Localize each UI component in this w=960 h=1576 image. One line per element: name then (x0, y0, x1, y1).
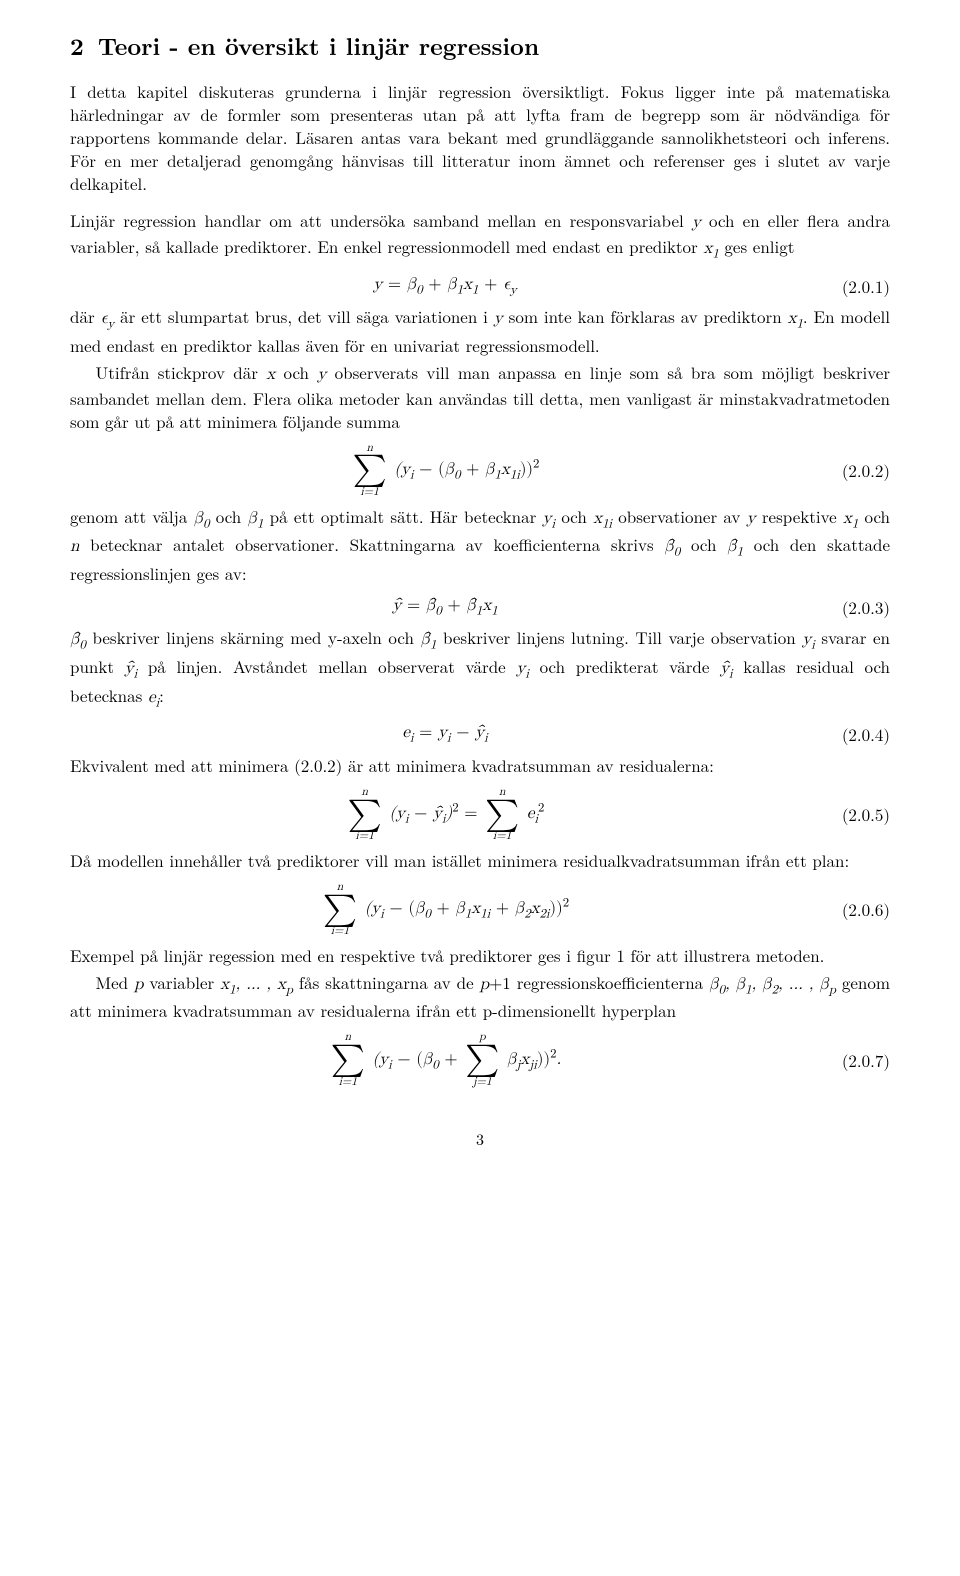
equation-2-0-6: n∑i=1 (yi − (β0 + β1x1i + β2x2i))2 (2.0.… (70, 882, 890, 938)
paragraph-model: Linjär regression handlar om att undersö… (70, 209, 890, 264)
equation-body: n∑i=1 (yi − (β0 + p∑j=1 βjxji))2. (70, 1032, 820, 1088)
paragraph-example: Exempel på linjär regession med en respe… (70, 944, 890, 967)
equation-number: (2.0.3) (820, 596, 890, 619)
equation-2-0-1: y = β0 + β1x1 + ϵy (2.0.1) (70, 274, 890, 300)
equation-number: (2.0.4) (820, 723, 890, 746)
section-heading: 2 Teori - en översikt i linjär regression (70, 30, 890, 62)
paragraph-noise: där ϵy är ett slumpartat brus, det vill … (70, 305, 890, 357)
equation-number: (2.0.5) (820, 803, 890, 826)
section-title-text: Teori - en översikt i linjär regression (98, 29, 539, 63)
paragraph-residual: β̂0 beskriver linjens skärning med y-axe… (70, 626, 890, 712)
paragraph-leastsq: Utifrån stickprov där x och y observerat… (70, 361, 890, 433)
equation-2-0-3: ŷ = β̂0 + β̂1x1 (2.0.3) (70, 595, 890, 621)
equation-body: n∑i=1 (yi − ŷi)2 = n∑i=1 ei2 (70, 787, 820, 843)
equation-number: (2.0.2) (820, 459, 890, 482)
var-eps-y: ϵy (101, 310, 115, 327)
paragraph-p-vars: Med p variabler x1, … , xp fås skattning… (70, 971, 890, 1023)
page-number: 3 (70, 1128, 890, 1150)
paragraph-intro: I detta kapitel diskuteras grunderna i l… (70, 80, 890, 195)
section-number: 2 (70, 29, 84, 63)
var-x1: x1 (703, 240, 718, 257)
var-beta0-hat: β̂0 (664, 538, 680, 555)
equation-body: ŷ = β̂0 + β̂1x1 (70, 595, 820, 621)
equation-body: n∑i=1 (yi − (β0 + β1x1i))2 (70, 443, 820, 499)
var-beta1-hat: β̂1 (727, 538, 743, 555)
equation-2-0-5: n∑i=1 (yi − ŷi)2 = n∑i=1 ei2 (2.0.5) (70, 787, 890, 843)
equation-body: n∑i=1 (yi − (β0 + β1x1i + β2x2i))2 (70, 882, 820, 938)
equation-2-0-2: n∑i=1 (yi − (β0 + β1x1i))2 (2.0.2) (70, 443, 890, 499)
paragraph-equiv: Ekvivalent med att minimera (2.0.2) är a… (70, 754, 890, 777)
paragraph-estimates: genom att välja β0 och β1 på ett optimal… (70, 505, 890, 585)
equation-2-0-4: ei = yi − ŷi (2.0.4) (70, 722, 890, 748)
equation-number: (2.0.7) (820, 1049, 890, 1072)
equation-2-0-7: n∑i=1 (yi − (β0 + p∑j=1 βjxji))2. (2.0.7… (70, 1032, 890, 1088)
equation-number: (2.0.1) (820, 275, 890, 298)
equation-body: y = β0 + β1x1 + ϵy (70, 274, 820, 300)
equation-number: (2.0.6) (820, 898, 890, 921)
equation-body: ei = yi − ŷi (70, 722, 820, 748)
var-y: y (692, 214, 701, 231)
paragraph-two-pred: Då modellen innehåller två prediktorer v… (70, 849, 890, 872)
